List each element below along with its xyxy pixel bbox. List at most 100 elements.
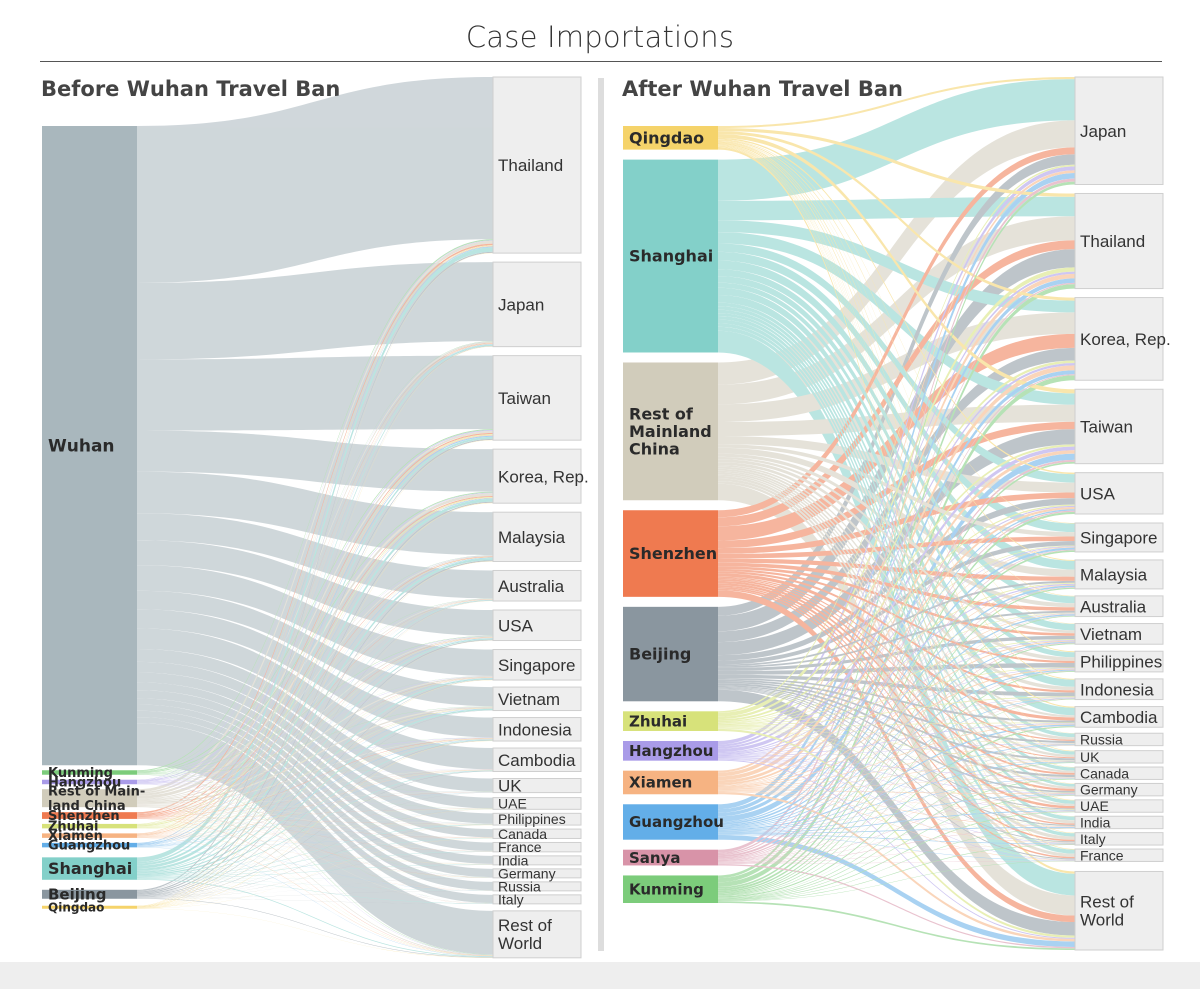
source-bar-hangzhou: [623, 740, 718, 761]
flow-guangzhou-to-taiwan: [137, 435, 493, 845]
flow-guangzhou-to-cambodia: [137, 770, 493, 847]
flow-hangzhou-to-korea-rep: [718, 363, 1075, 749]
flow-guangzhou-to-france: [137, 846, 493, 852]
flow-shanghai-to-vietnam: [137, 708, 493, 876]
flow-zhuhai-to-singapore: [137, 677, 493, 828]
panel-before-wuhan-travel-ban: Before Wuhan Travel Ban Wuhan KunmingHangz…: [41, 76, 589, 959]
flow-rest-of-main-land-china-to-thailand: [137, 240, 493, 793]
flow-xiamen-to-usa: [137, 637, 493, 837]
source-label-beijing: Beijing: [48, 886, 106, 904]
flow-wuhan-to-japan: [137, 262, 493, 360]
flow-guangzhou-to-philippines: [137, 824, 493, 847]
flow-kunming-to-canada: [718, 778, 1075, 899]
flow-shanghai-to-australia: [137, 599, 493, 872]
flow-qingdao-to-italy: [718, 146, 1075, 834]
flow-rest-of-mainland-china-to-cambodia: [718, 464, 1075, 718]
flow-rest-of-main-land-china-to-uk: [137, 791, 493, 805]
flow-kunming-to-japan: [718, 181, 1075, 879]
flow-kunming-to-singapore: [137, 675, 493, 774]
source-node-rest-of-main-land-china: Rest of Main-land China: [42, 785, 145, 814]
flow-kunming-to-indonesia: [718, 699, 1075, 897]
flow-rest-of-main-land-china-to-russia: [137, 806, 493, 891]
flow-shenzhen-to-canada: [718, 578, 1075, 775]
flow-sanya-to-usa: [718, 510, 1075, 859]
flow-rest-of-main-land-china-to-cambodia: [137, 769, 493, 805]
flow-shanghai-to-singapore: [137, 678, 493, 874]
source-label-beijing: Beijing: [629, 645, 691, 664]
flow-sanya-to-singapore: [718, 549, 1075, 860]
destination-label-japan: Japan: [1080, 122, 1126, 141]
flow-zhuhai-to-taiwan: [718, 444, 1075, 722]
destination-box-singapore: [492, 649, 582, 681]
flow-kunming-to-russia: [137, 774, 493, 891]
flow-guangzhou-to-cambodia: [718, 724, 1075, 831]
flow-shenzhen-to-india: [718, 585, 1075, 825]
flow-xiamen-to-russia: [718, 743, 1075, 790]
flow-shanghai-to-russia: [137, 878, 493, 891]
flow-qingdao-to-philippines: [718, 141, 1075, 653]
flow-shenzhen-to-usa: [137, 637, 493, 818]
destination-box-uk: [1074, 750, 1164, 764]
flow-wuhan-to-russia: [137, 710, 493, 891]
destination-node-japan: Japan: [1074, 76, 1164, 185]
flow-zhuhai-to-usa: [137, 637, 493, 827]
destination-node-germany: Germany: [1074, 782, 1164, 798]
destination-node-russia: Russia: [492, 878, 582, 894]
flow-zhuhai-to-india: [137, 828, 493, 865]
flow-shanghai-to-taiwan: [718, 232, 1075, 405]
flow-xiamen-to-indonesia: [137, 738, 493, 837]
flow-shenzhen-to-usa: [718, 492, 1075, 554]
flow-zhuhai-to-japan: [137, 343, 493, 825]
flow-guangzhou-to-germany: [718, 794, 1075, 833]
flow-kunming-to-usa: [718, 511, 1075, 891]
flow-qingdao-to-vietnam: [137, 710, 493, 909]
flow-hangzhou-to-vietnam: [718, 639, 1075, 756]
flow-guangzhou-to-russia: [718, 744, 1075, 832]
source-node-guangzhou: Guangzhou: [42, 839, 137, 854]
destination-node-cambodia: Cambodia: [1074, 706, 1164, 728]
flow-rest-of-main-land-china-to-usa: [137, 636, 493, 802]
destination-node-taiwan: Taiwan: [492, 355, 582, 441]
flow-sanya-to-vietnam: [718, 642, 1075, 861]
source-label-guangzhou: Guangzhou: [629, 813, 724, 831]
flow-qingdao-to-japan: [718, 77, 1075, 129]
flow-kunming-to-italy: [137, 774, 493, 904]
flow-kunming-to-russia: [718, 745, 1075, 898]
flow-zhuhai-to-germany: [718, 727, 1075, 793]
destination-box-korea-rep: [492, 448, 582, 504]
flow-wuhan-to-philippines: [137, 672, 493, 824]
source-node-zhuhai: Zhuhai: [623, 711, 718, 731]
flow-kunming-to-france: [137, 774, 493, 851]
flow-guangzhou-to-uk: [718, 761, 1075, 832]
flow-zhuhai-to-uae: [137, 808, 493, 828]
flow-kunming-to-canada: [137, 774, 493, 838]
flow-shanghai-to-usa: [137, 638, 493, 873]
destination-label-australia: Australia: [498, 577, 565, 596]
flow-xiamen-to-vietnam: [718, 640, 1075, 788]
destination-node-korea-rep: Korea, Rep.: [492, 448, 589, 504]
source-node-xiamen: Xiamen: [623, 770, 718, 795]
destination-box-france: [1074, 848, 1164, 862]
flow-guangzhou-to-thailand: [137, 246, 493, 844]
destination-label-taiwan: Taiwan: [1080, 418, 1133, 437]
flow-rest-of-mainland-china-to-indonesia: [718, 462, 1075, 691]
source-node-rest-of-mainland-china: Rest of Mainland China: [623, 362, 718, 501]
flow-beijing-to-canada: [137, 838, 493, 898]
destination-box-canada: [492, 828, 582, 839]
panel-divider: [598, 78, 604, 951]
destination-box-cambodia: [492, 747, 582, 773]
flow-xiamen-to-rest-of-world: [137, 837, 493, 957]
flow-sanya-to-cambodia: [718, 725, 1075, 862]
flow-xiamen-to-korea-rep: [137, 497, 493, 836]
flow-shanghai-to-uae: [718, 315, 1075, 804]
flow-hangzhou-to-malaysia: [718, 583, 1075, 755]
flow-shenzhen-to-taiwan: [137, 432, 493, 816]
destination-label-france: France: [1080, 847, 1124, 863]
destination-node-uk: UK: [1074, 749, 1164, 765]
source-node-beijing: Beijing: [42, 886, 137, 904]
flow-zhuhai-to-canada: [137, 828, 493, 838]
flow-beijing-to-germany: [718, 685, 1075, 793]
flow-qingdao-to-korea-rep: [137, 502, 493, 908]
flow-shanghai-to-thailand: [137, 247, 493, 862]
flow-xiamen-to-thailand: [718, 273, 1075, 777]
